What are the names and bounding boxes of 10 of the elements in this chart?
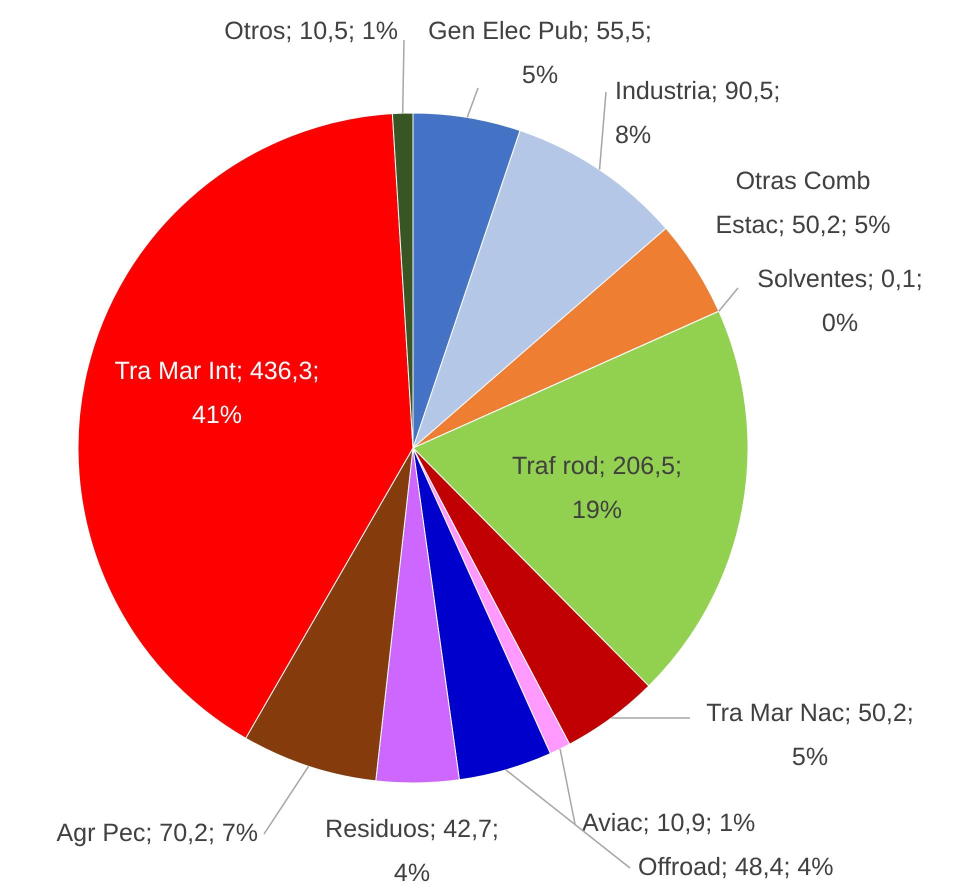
slice-label: Otras Comb Estac; 50,2; 5% xyxy=(714,166,892,241)
slice-label: Tra Mar Int; 436,3; 41% xyxy=(114,356,320,431)
slice-label: Agr Pec; 70,2; 7% xyxy=(55,818,258,849)
slice-label: Solventes; 0,1; 0% xyxy=(756,264,924,339)
slice-label: Otros; 10,5; 1% xyxy=(223,16,398,47)
slice-label: Residuos; 42,7; 4% xyxy=(324,814,500,886)
slice-label: Traf rod; 206,5; 19% xyxy=(511,451,683,526)
slice-label: Aviac; 10,9; 1% xyxy=(582,808,756,839)
slice-label: Tra Mar Nac; 50,2; 5% xyxy=(705,698,915,773)
slice-label: Offroad; 48,4; 4% xyxy=(638,852,834,883)
